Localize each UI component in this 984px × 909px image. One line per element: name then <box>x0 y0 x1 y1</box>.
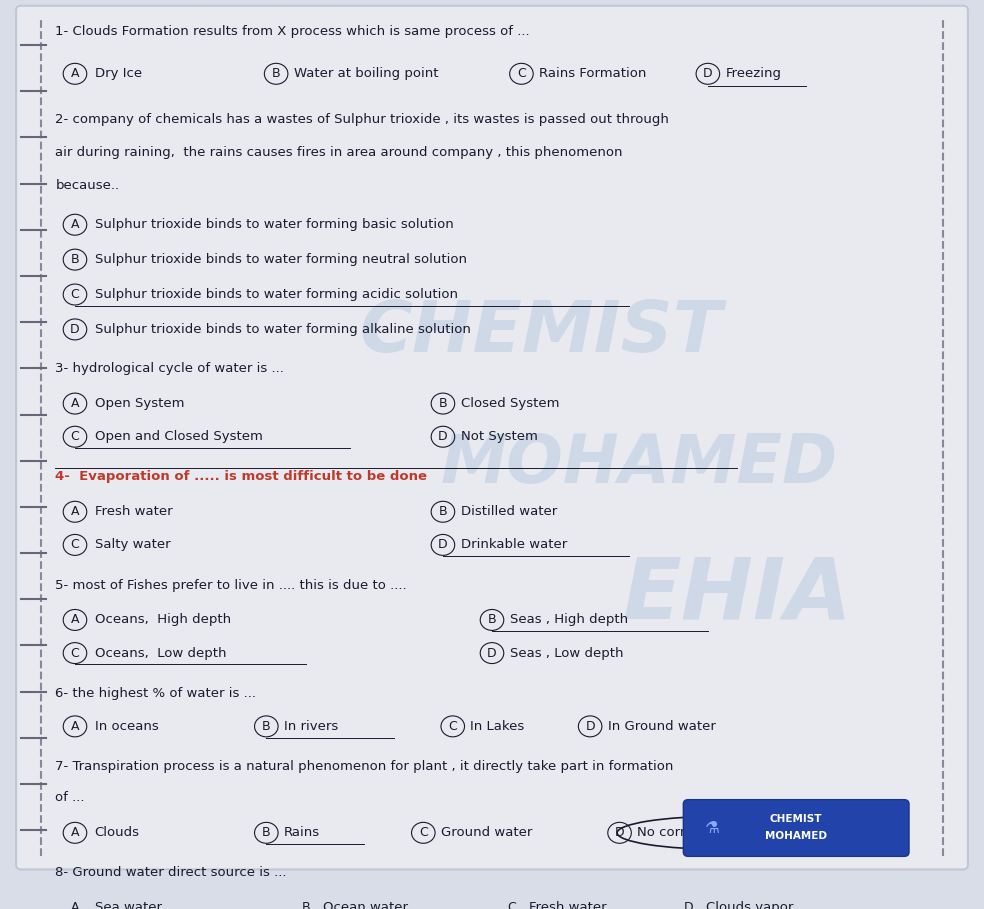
Text: 2- company of chemicals has a wastes of Sulphur trioxide , its wastes is passed : 2- company of chemicals has a wastes of … <box>55 113 669 125</box>
Text: Closed System: Closed System <box>461 397 559 410</box>
Text: Seas , High depth: Seas , High depth <box>510 614 628 626</box>
Text: C: C <box>71 538 80 552</box>
Text: In Lakes: In Lakes <box>470 720 524 733</box>
Text: 3- hydrological cycle of water is ...: 3- hydrological cycle of water is ... <box>55 362 284 375</box>
Text: A: A <box>71 826 80 839</box>
Text: Open System: Open System <box>94 397 184 410</box>
Text: D: D <box>438 538 448 552</box>
Text: of ...: of ... <box>55 792 85 804</box>
Text: C: C <box>507 902 516 909</box>
Text: Ground water: Ground water <box>441 826 532 839</box>
Text: Clouds vapor: Clouds vapor <box>706 902 793 909</box>
Text: CHEMIST: CHEMIST <box>359 298 722 367</box>
Text: 1- Clouds Formation results from X process which is same process of ...: 1- Clouds Formation results from X proce… <box>55 25 530 38</box>
Text: Salty water: Salty water <box>94 538 170 552</box>
Text: because..: because.. <box>55 179 119 192</box>
Text: B: B <box>439 397 448 410</box>
FancyBboxPatch shape <box>683 800 909 856</box>
Text: Water at boiling point: Water at boiling point <box>294 67 438 80</box>
Text: 8- Ground water direct source is ...: 8- Ground water direct source is ... <box>55 866 287 879</box>
Text: Sulphur trioxide binds to water forming acidic solution: Sulphur trioxide binds to water forming … <box>94 288 458 301</box>
Text: C: C <box>449 720 458 733</box>
Text: MOHAMED: MOHAMED <box>766 832 828 842</box>
Text: B: B <box>262 826 271 839</box>
Text: Seas , Low depth: Seas , Low depth <box>510 646 623 660</box>
Text: 6- the highest % of water is ...: 6- the highest % of water is ... <box>55 686 257 700</box>
Text: B: B <box>488 614 496 626</box>
Text: C: C <box>419 826 428 839</box>
Text: No correct answer: No correct answer <box>638 826 759 839</box>
Text: Drinkable water: Drinkable water <box>461 538 567 552</box>
Text: In oceans: In oceans <box>94 720 158 733</box>
Text: Fresh water: Fresh water <box>529 902 607 909</box>
Text: CHEMIST: CHEMIST <box>769 814 823 824</box>
Text: 5- most of Fishes prefer to live in .... this is due to ....: 5- most of Fishes prefer to live in ....… <box>55 578 407 592</box>
Text: D: D <box>70 323 80 336</box>
Text: air during raining,  the rains causes fires in area around company , this phenom: air during raining, the rains causes fir… <box>55 145 623 159</box>
Text: Not System: Not System <box>461 430 537 444</box>
Text: Oceans,  Low depth: Oceans, Low depth <box>94 646 226 660</box>
Text: D: D <box>615 826 625 839</box>
Text: In rivers: In rivers <box>284 720 338 733</box>
Text: Open and Closed System: Open and Closed System <box>94 430 263 444</box>
Text: D: D <box>684 902 693 909</box>
Text: Fresh water: Fresh water <box>94 505 172 518</box>
Text: B: B <box>71 253 80 266</box>
Text: EHIA: EHIA <box>623 554 852 636</box>
Text: Oceans,  High depth: Oceans, High depth <box>94 614 230 626</box>
Text: Clouds: Clouds <box>94 826 140 839</box>
Text: 7- Transpiration process is a natural phenomenon for plant , it directly take pa: 7- Transpiration process is a natural ph… <box>55 760 674 773</box>
Text: Sulphur trioxide binds to water forming neutral solution: Sulphur trioxide binds to water forming … <box>94 253 466 266</box>
Text: A: A <box>71 614 80 626</box>
Text: Rains Formation: Rains Formation <box>539 67 646 80</box>
Text: Sulphur trioxide binds to water forming alkaline solution: Sulphur trioxide binds to water forming … <box>94 323 470 336</box>
Text: A: A <box>71 397 80 410</box>
FancyBboxPatch shape <box>16 5 968 869</box>
Text: C: C <box>517 67 525 80</box>
Text: B: B <box>262 720 271 733</box>
Text: D: D <box>703 67 712 80</box>
Text: MOHAMED: MOHAMED <box>441 431 837 497</box>
Text: Dry Ice: Dry Ice <box>94 67 142 80</box>
Text: Ocean water: Ocean water <box>323 902 408 909</box>
Text: A: A <box>71 505 80 518</box>
Text: A: A <box>71 67 80 80</box>
Text: ⚗: ⚗ <box>706 819 720 836</box>
Text: A: A <box>71 218 80 231</box>
Text: In Ground water: In Ground water <box>608 720 715 733</box>
Text: A: A <box>71 902 80 909</box>
Text: D: D <box>438 430 448 444</box>
Text: A: A <box>71 720 80 733</box>
Text: B: B <box>301 902 310 909</box>
Text: C: C <box>71 430 80 444</box>
Text: 4-  Evaporation of ..... is most difficult to be done: 4- Evaporation of ..... is most difficul… <box>55 470 427 484</box>
Text: D: D <box>487 646 497 660</box>
Text: Freezing: Freezing <box>725 67 781 80</box>
Text: C: C <box>71 646 80 660</box>
Text: D: D <box>585 720 595 733</box>
Text: Sea water: Sea water <box>94 902 161 909</box>
Text: Rains: Rains <box>284 826 320 839</box>
Text: B: B <box>272 67 280 80</box>
Text: B: B <box>439 505 448 518</box>
Text: C: C <box>71 288 80 301</box>
Text: Sulphur trioxide binds to water forming basic solution: Sulphur trioxide binds to water forming … <box>94 218 454 231</box>
Text: Distilled water: Distilled water <box>461 505 557 518</box>
